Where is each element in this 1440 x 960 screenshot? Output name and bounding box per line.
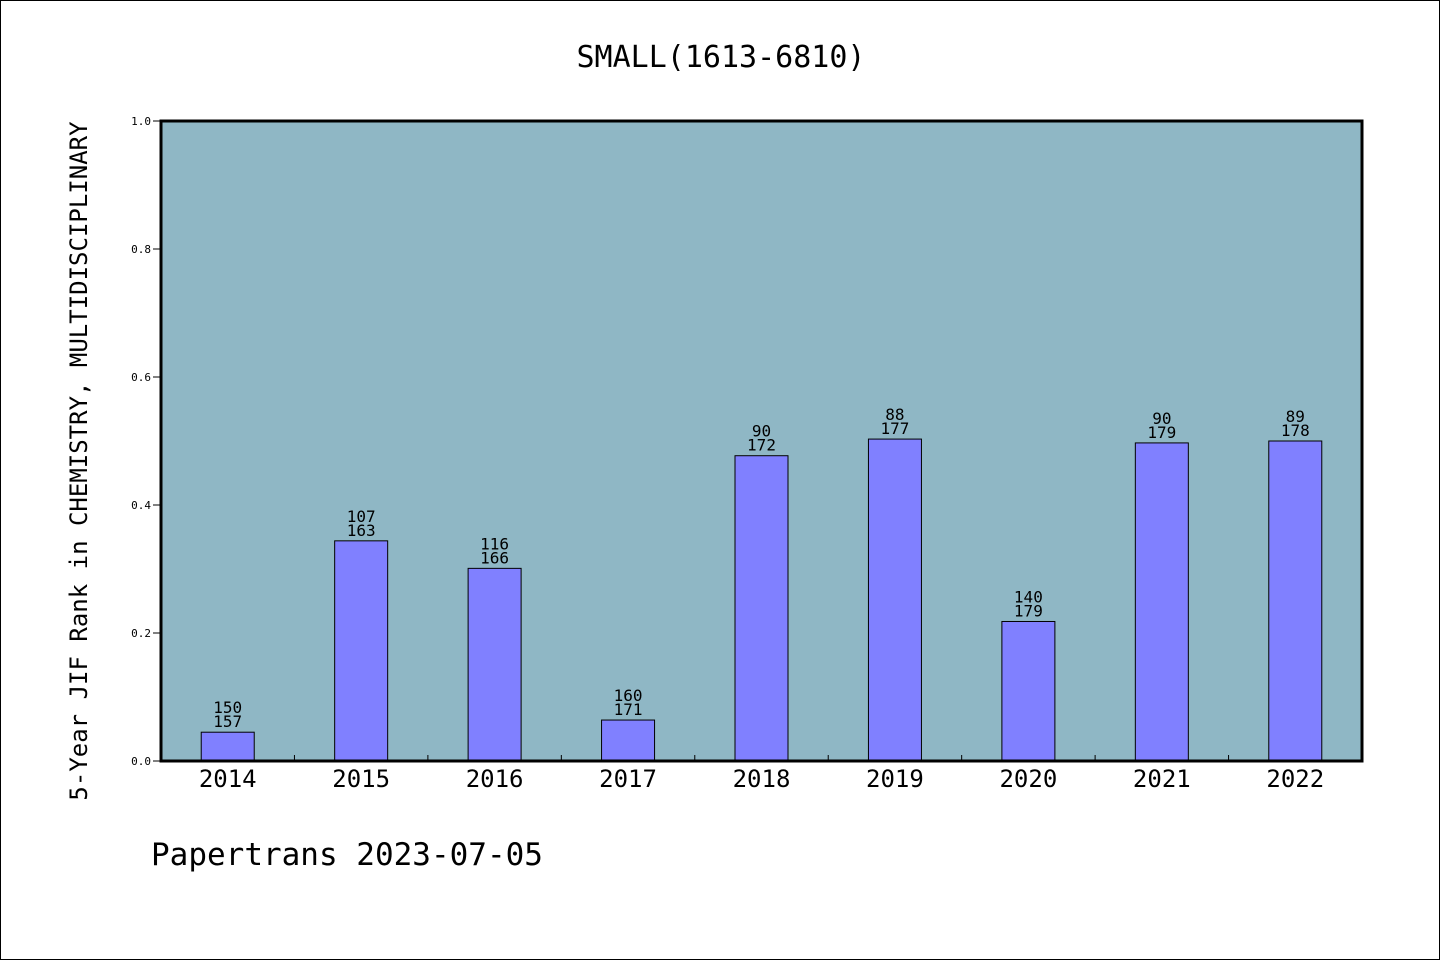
x-axis: 2014 2015 2016 2017 2018 2019 2020 2021 2022	[199, 755, 1324, 793]
y-tick-label: 0.8	[131, 243, 151, 256]
x-tick-label: 2014	[199, 765, 257, 793]
bar-rank-label: 116	[480, 534, 509, 553]
y-axis: 0.0 0.2 0.4 0.6 0.8 1.0	[131, 115, 161, 768]
bar-total-label: 172	[747, 436, 776, 455]
bar-2017	[601, 719, 656, 762]
bar-2016	[467, 567, 522, 762]
bar-rank-label: 160	[614, 686, 643, 705]
data-labels: 1501571071631161661601719017288177140179…	[213, 405, 1309, 731]
bar-2021	[1134, 442, 1189, 762]
bar-rank-label: 88	[885, 405, 904, 424]
footer-credit: Papertrans 2023-07-05	[151, 837, 543, 873]
bar-total-label: 178	[1281, 421, 1310, 440]
bar-rank-label: 90	[1152, 409, 1171, 428]
bar-total-label: 177	[880, 419, 909, 438]
bar-total-label: 179	[1014, 601, 1043, 620]
x-tick-label: 2016	[466, 765, 524, 793]
bar-rank-label: 150	[213, 698, 242, 717]
x-tick-label: 2020	[999, 765, 1057, 793]
bar-series	[200, 438, 1323, 762]
bar-total-label: 166	[480, 548, 509, 567]
bar-2014	[200, 731, 255, 762]
y-tick-label: 0.4	[131, 499, 151, 512]
bar-2022	[1268, 440, 1323, 762]
plot-frame	[159, 119, 1364, 763]
y-tick-label: 1.0	[131, 115, 151, 128]
bar-2020	[1001, 620, 1056, 762]
bar-2018	[734, 455, 789, 762]
bar-rank-label: 107	[347, 507, 376, 526]
x-tick-label: 2022	[1266, 765, 1324, 793]
bar-total-label: 163	[347, 521, 376, 540]
bar-total-label: 171	[614, 700, 643, 719]
bar-rank-label: 89	[1286, 407, 1305, 426]
y-tick-label: 0.2	[131, 627, 151, 640]
x-tick-label: 2015	[332, 765, 390, 793]
x-tick-label: 2018	[733, 765, 791, 793]
y-tick-label: 0.6	[131, 371, 151, 384]
bar-2015	[334, 540, 389, 762]
x-tick-label: 2021	[1133, 765, 1191, 793]
bar-total-label: 157	[213, 712, 242, 731]
bar-total-label: 179	[1147, 423, 1176, 442]
bar-rank-label: 90	[752, 422, 771, 441]
y-axis-label: 5-Year JIF Rank in CHEMISTRY, MULTIDISCI…	[65, 121, 93, 801]
bar-2019	[867, 438, 922, 762]
bar-rank-label: 140	[1014, 587, 1043, 606]
x-tick-label: 2019	[866, 765, 924, 793]
y-tick-label: 0.0	[131, 755, 151, 768]
chart-title: SMALL(1613-6810)	[577, 40, 866, 75]
x-tick-label: 2017	[599, 765, 657, 793]
